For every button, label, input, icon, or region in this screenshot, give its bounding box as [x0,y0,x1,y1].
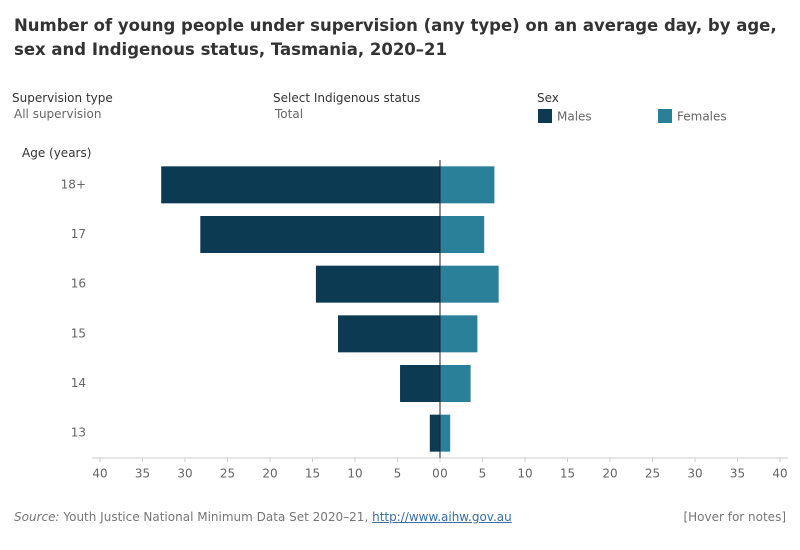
bar[interactable] [338,315,440,353]
x-tick-label: 40 [772,467,787,481]
x-tick-label: 20 [262,467,277,481]
x-tick-label: 5 [479,467,487,481]
bar[interactable] [440,315,478,353]
legend-swatch[interactable] [538,109,552,123]
filter[interactable]: Select Indigenous status Total [273,91,420,121]
x-tick-label: 0 [432,467,440,481]
x-tick-label: 35 [730,467,745,481]
x-tick-label: 25 [220,467,235,481]
filter-label: Select Indigenous status [273,91,421,105]
y-tick-label: 13 [71,426,86,440]
filter[interactable]: Supervision type All supervision [12,91,113,121]
bar[interactable] [440,265,499,303]
filter-value[interactable]: Total [275,107,304,121]
legend-swatch[interactable] [658,109,672,123]
x-tick-label: 20 [602,467,617,481]
x-tick-label: 30 [687,467,702,481]
x-tick-label: 15 [305,467,320,481]
x-tick-label: 30 [177,467,192,481]
x-tick-label: 10 [347,467,362,481]
filter-value[interactable]: All supervision [14,107,102,121]
bar[interactable] [440,166,495,204]
filter-label: Supervision type [12,91,113,105]
bar[interactable] [440,414,451,452]
bar[interactable] [315,265,440,303]
legend-label[interactable]: Males [557,110,592,124]
legend-label[interactable]: Females [677,110,727,124]
bar[interactable] [161,166,440,204]
chart-title: Number of young people under supervision… [14,16,777,59]
y-axis-label: Age (years) [22,146,92,160]
notes-link[interactable]: [Hover for notes] [683,510,786,524]
y-tick-label: 14 [71,376,86,390]
bar[interactable] [200,216,440,253]
y-tick-label: 18+ [61,177,86,191]
source-link[interactable]: http://www.aihw.gov.au [372,510,512,524]
y-tick-label: 17 [71,227,86,241]
source-text: Youth Justice National Minimum Data Set … [63,510,369,524]
bar[interactable] [429,414,440,452]
source: Source: Youth Justice National Minimum D… [14,510,512,524]
y-tick-label: 15 [71,326,86,340]
bar[interactable] [440,365,471,402]
source-label: Source: [14,510,60,524]
x-tick-label: 10 [517,467,532,481]
x-tick-label: 5 [394,467,402,481]
x-tick-label: 0 [440,467,448,481]
bar[interactable] [440,216,485,253]
y-tick-label: 16 [71,277,86,291]
legend-title: Sex [537,91,559,105]
x-tick-label: 40 [92,467,107,481]
x-tick-label: 35 [135,467,150,481]
bar[interactable] [400,365,440,402]
x-tick-label: 25 [645,467,660,481]
x-tick-label: 15 [560,467,575,481]
